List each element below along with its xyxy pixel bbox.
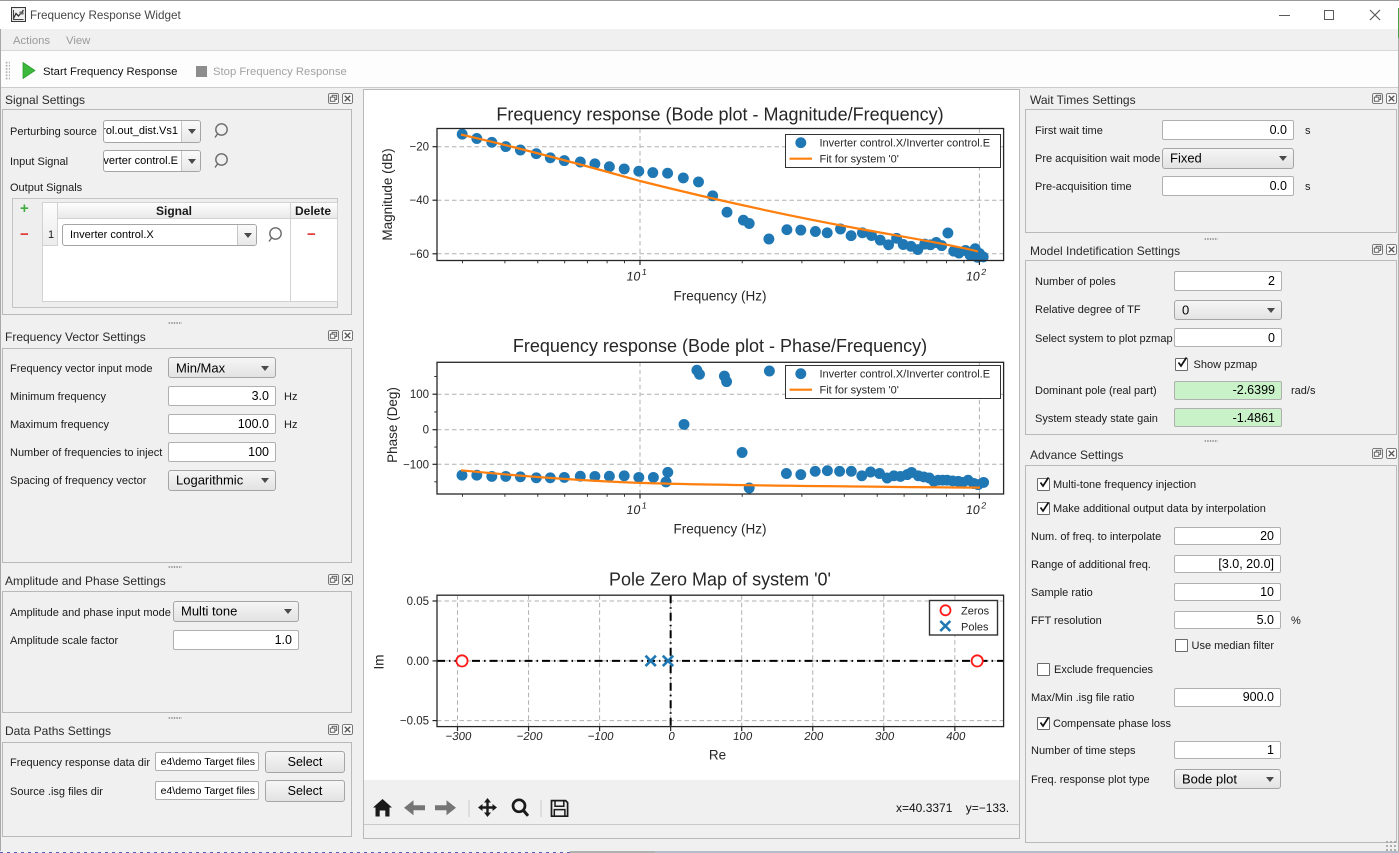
svg-text:−100: −100 [587,731,615,743]
svg-text:100: 100 [732,731,753,743]
svg-text:Re: Re [709,748,726,763]
svg-text:−20: −20 [409,142,429,154]
svg-text:Pole Zero Map of system '0': Pole Zero Map of system '0' [609,570,831,590]
svg-text:Frequency (Hz): Frequency (Hz) [673,522,766,537]
svg-text:Inverter control.X/Inverter co: Inverter control.X/Inverter control.E [820,369,991,381]
svg-text:0.05: 0.05 [407,596,429,608]
svg-text:Fit for system '0': Fit for system '0' [820,154,899,166]
svg-text:−40: −40 [409,195,429,207]
svg-text:2: 2 [981,267,987,277]
svg-text:100: 100 [410,389,429,401]
svg-text:Poles: Poles [961,621,989,633]
svg-text:Frequency response (Bode plot: Frequency response (Bode plot - Phase/Fr… [513,336,927,356]
svg-text:2: 2 [981,501,987,511]
svg-text:Frequency response (Bode plot: Frequency response (Bode plot - Magnitud… [496,105,943,125]
svg-text:−0.05: −0.05 [400,716,429,728]
svg-text:Magnitude (dB): Magnitude (dB) [380,148,395,240]
svg-text:−300: −300 [445,731,473,743]
svg-text:200: 200 [803,731,824,743]
svg-text:1: 1 [641,501,647,511]
svg-text:0: 0 [423,425,429,437]
svg-text:−100: −100 [403,459,429,471]
svg-text:−200: −200 [516,731,544,743]
svg-text:Zeros: Zeros [961,605,990,617]
svg-text:Inverter control.X/Inverter co: Inverter control.X/Inverter control.E [820,138,991,150]
svg-text:0: 0 [668,731,676,743]
svg-text:10: 10 [626,503,642,517]
svg-text:1: 1 [641,267,647,277]
svg-text:−60: −60 [409,249,429,261]
svg-text:10: 10 [626,270,642,284]
svg-text:10: 10 [965,503,981,517]
svg-text:Fit for system '0': Fit for system '0' [820,385,899,397]
svg-text:10: 10 [965,270,981,284]
svg-text:0.00: 0.00 [407,656,429,668]
svg-text:300: 300 [874,731,895,743]
svg-text:Im: Im [371,655,386,670]
svg-text:400: 400 [945,731,966,743]
svg-text:Phase (Deg): Phase (Deg) [385,387,400,463]
svg-text:Frequency (Hz): Frequency (Hz) [673,289,766,304]
